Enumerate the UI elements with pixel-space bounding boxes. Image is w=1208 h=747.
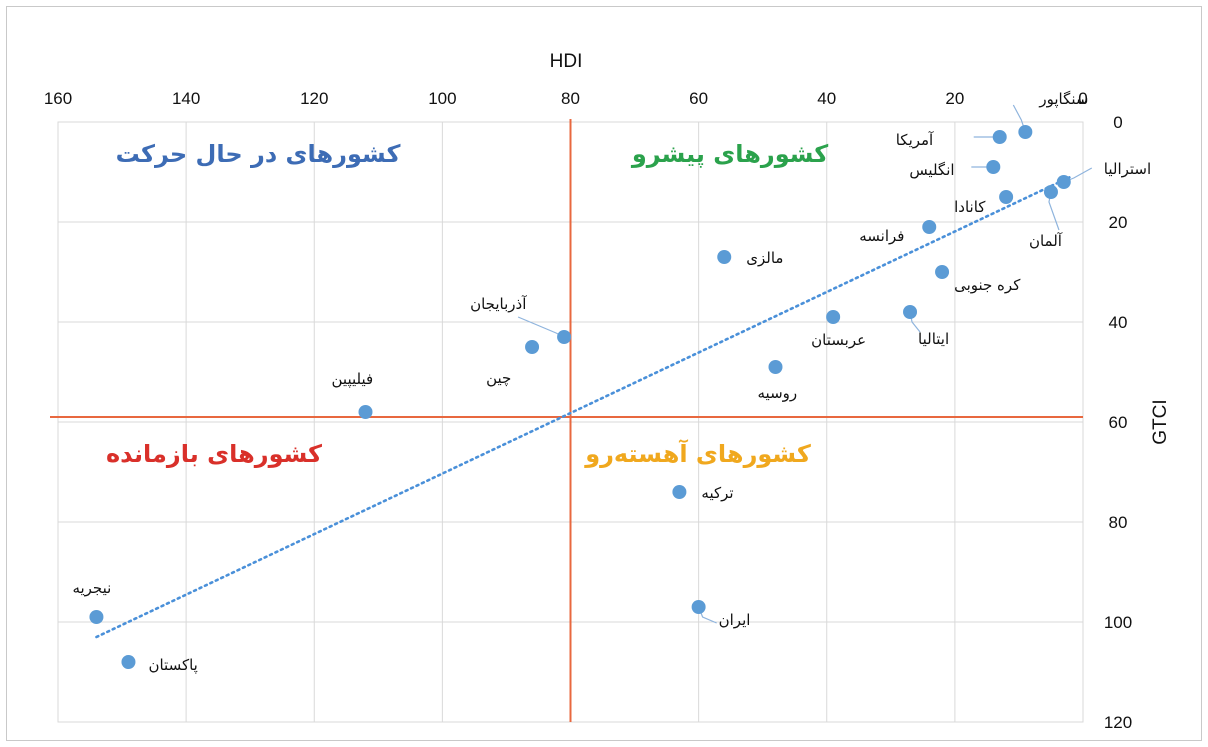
x-axis-title: HDI — [550, 51, 583, 72]
data-point — [121, 655, 136, 669]
point-label: آمریکا — [896, 131, 934, 149]
data-point — [691, 600, 706, 614]
data-point — [525, 340, 540, 354]
quadrant-label: کشورهای آهسته‌رو — [584, 439, 811, 468]
quadrant-labels: کشورهای پیشرو کشورهای در حال حرکت کشورهای … — [106, 140, 828, 468]
point-label: کره جنوبی — [954, 276, 1021, 294]
point-label: استرالیا — [1104, 160, 1151, 178]
y-tick-label: 120 — [1104, 713, 1132, 732]
quadrant-label: کشورهای بازمانده — [106, 440, 322, 468]
trendline — [95, 175, 1072, 639]
point-label: کانادا — [954, 198, 986, 216]
x-tick-label: 140 — [172, 89, 200, 108]
tick-labels: 160 140 120 100 80 60 40 20 0 0 20 40 60 80 100 120 — [44, 89, 1132, 732]
y-tick-label: 60 — [1109, 413, 1128, 432]
data-point — [999, 190, 1014, 204]
chart-frame — [6, 6, 1202, 741]
data-points — [89, 125, 1071, 669]
point-label: سنگاپور — [1038, 90, 1088, 109]
y-axis-title: GTCI — [1150, 399, 1171, 444]
point-label: ایران — [719, 611, 751, 629]
x-tick-label: 100 — [428, 89, 456, 108]
data-point — [768, 360, 783, 374]
data-point — [935, 265, 950, 279]
y-tick-label: 100 — [1104, 613, 1132, 632]
point-label: انگلیس — [909, 161, 954, 179]
point-label: مالزی — [746, 249, 783, 267]
trendline-dotted — [95, 175, 1072, 639]
data-point — [992, 130, 1007, 144]
point-label: عربستان — [811, 331, 866, 349]
data-point — [358, 405, 373, 419]
data-point — [557, 330, 572, 344]
leader-line — [517, 316, 565, 338]
point-label: ترکیه — [701, 484, 733, 502]
point-label: چین — [486, 369, 511, 387]
point-label: روسیه — [758, 384, 798, 402]
x-tick-label: 40 — [817, 89, 836, 108]
data-point — [1043, 185, 1058, 199]
x-tick-label: 20 — [945, 89, 964, 108]
data-point — [717, 250, 732, 264]
data-point — [89, 610, 104, 624]
x-tick-label: 80 — [561, 89, 580, 108]
y-tick-label: 80 — [1109, 513, 1128, 532]
y-tick-label: 0 — [1113, 113, 1122, 132]
data-point — [922, 220, 937, 234]
y-tick-label: 40 — [1109, 313, 1128, 332]
x-tick-label: 160 — [44, 89, 72, 108]
point-label: فرانسه — [859, 227, 904, 245]
quadrant-label: کشورهای پیشرو — [631, 140, 828, 168]
point-label: فیلیپین — [332, 370, 374, 389]
y-tick-label: 20 — [1109, 213, 1128, 232]
point-labels: سنگاپور آمریکا انگلیس استرالیا آلمان کانادا فر… — [72, 90, 1151, 675]
x-tick-label: 0 — [1078, 89, 1087, 108]
data-point — [986, 160, 1001, 174]
point-label: پاکستان — [148, 656, 197, 675]
leader-lines — [517, 104, 1093, 624]
data-point — [672, 485, 687, 499]
point-label: آذربایجان — [470, 295, 527, 313]
point-label: نیجریه — [72, 579, 111, 597]
x-tick-label: 60 — [689, 89, 708, 108]
data-point — [903, 305, 918, 319]
point-label: ایتالیا — [918, 330, 949, 348]
quadrant-dividers — [50, 119, 1083, 722]
quadrant-label: کشورهای در حال حرکت — [116, 140, 401, 168]
data-point — [1018, 125, 1033, 139]
x-tick-label: 120 — [300, 89, 328, 108]
point-label: آلمان — [1029, 232, 1063, 250]
data-point — [1056, 175, 1071, 189]
data-point — [826, 310, 841, 324]
